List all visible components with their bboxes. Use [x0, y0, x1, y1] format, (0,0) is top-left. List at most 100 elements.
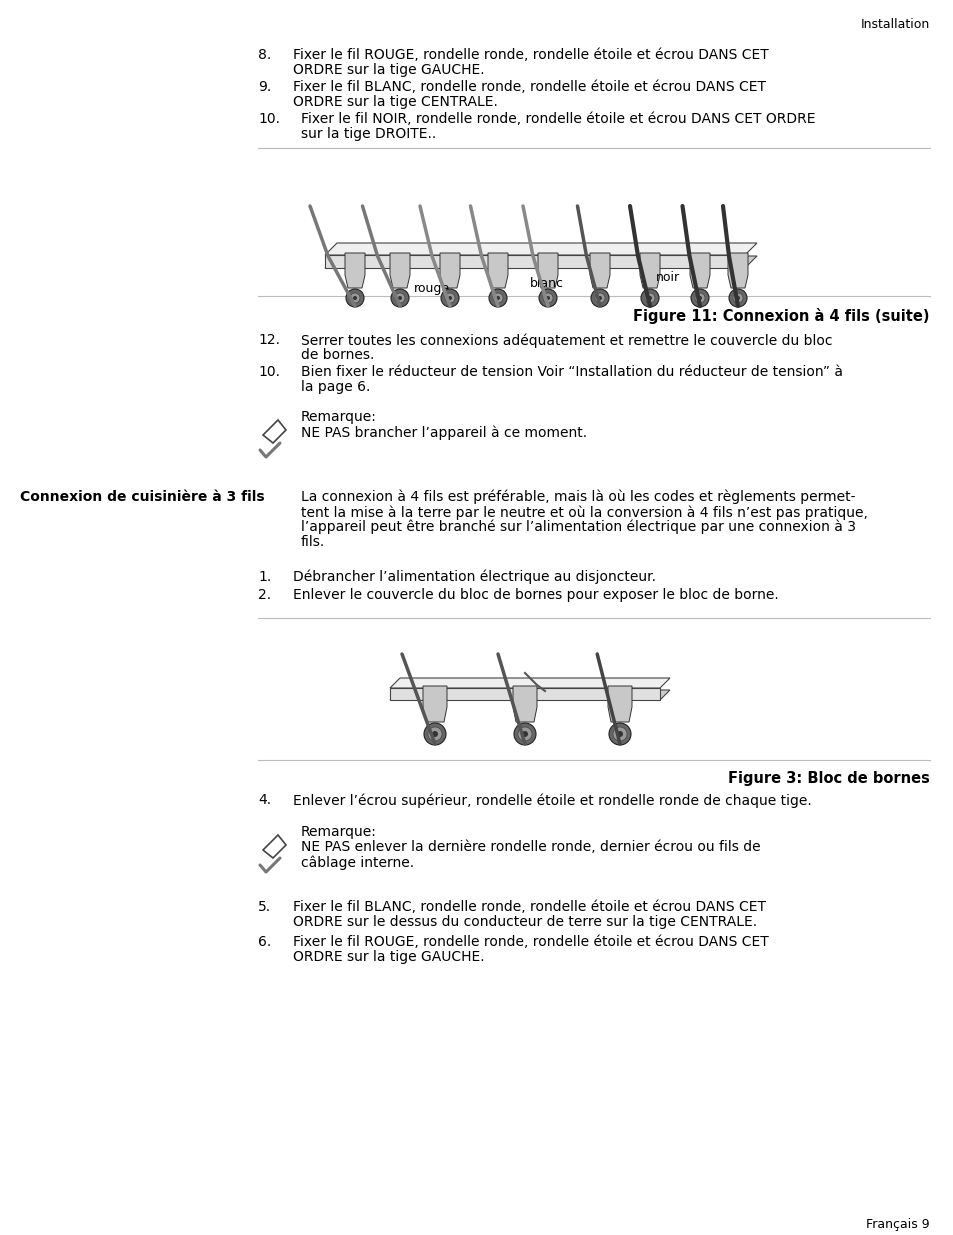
Text: NE PAS brancher l’appareil à ce moment.: NE PAS brancher l’appareil à ce moment. — [301, 425, 586, 440]
Circle shape — [397, 296, 401, 300]
Polygon shape — [422, 685, 447, 722]
Text: Fixer le fil BLANC, rondelle ronde, rondelle étoile et écrou DANS CET: Fixer le fil BLANC, rondelle ronde, rond… — [293, 80, 765, 94]
Circle shape — [613, 727, 626, 741]
Polygon shape — [727, 253, 747, 288]
Text: tent la mise à la terre par le neutre et où la conversion à 4 fils n’est pas pra: tent la mise à la terre par le neutre et… — [301, 505, 867, 520]
Circle shape — [391, 289, 409, 308]
Circle shape — [647, 296, 651, 300]
Text: noir: noir — [656, 270, 679, 284]
Circle shape — [353, 296, 356, 300]
Text: 8.: 8. — [257, 48, 271, 62]
Circle shape — [489, 289, 506, 308]
Text: Connexion de cuisinière à 3 fils: Connexion de cuisinière à 3 fils — [20, 490, 264, 504]
Circle shape — [448, 296, 452, 300]
Text: ORDRE sur la tige GAUCHE.: ORDRE sur la tige GAUCHE. — [293, 63, 484, 77]
Circle shape — [598, 296, 601, 300]
Text: Fixer le fil NOIR, rondelle ronde, rondelle étoile et écrou DANS CET ORDRE: Fixer le fil NOIR, rondelle ronde, ronde… — [301, 112, 815, 126]
Text: Bien fixer le réducteur de tension Voir “Installation du réducteur de tension” à: Bien fixer le réducteur de tension Voir … — [301, 366, 842, 379]
Text: Enlever l’écrou supérieur, rondelle étoile et rondelle ronde de chaque tige.: Enlever l’écrou supérieur, rondelle étoi… — [293, 793, 811, 808]
Circle shape — [644, 293, 655, 303]
Circle shape — [617, 731, 622, 737]
Polygon shape — [325, 256, 757, 268]
Text: Français 9: Français 9 — [865, 1218, 929, 1231]
Polygon shape — [390, 690, 669, 700]
Text: sur la tige DROITE..: sur la tige DROITE.. — [301, 127, 436, 141]
Text: blanc: blanc — [530, 277, 563, 290]
Circle shape — [732, 293, 742, 303]
Text: l’appareil peut être branché sur l’alimentation électrique par une connexion à 3: l’appareil peut être branché sur l’alime… — [301, 520, 855, 535]
Text: 1.: 1. — [257, 571, 271, 584]
Text: ORDRE sur le dessus du conducteur de terre sur la tige CENTRALE.: ORDRE sur le dessus du conducteur de ter… — [293, 915, 757, 929]
Text: câblage interne.: câblage interne. — [301, 855, 414, 869]
Text: La connexion à 4 fils est préférable, mais là où les codes et règlements permet-: La connexion à 4 fils est préférable, ma… — [301, 490, 855, 505]
Text: 9.: 9. — [257, 80, 271, 94]
Circle shape — [538, 289, 557, 308]
Circle shape — [735, 296, 740, 300]
Circle shape — [690, 289, 708, 308]
Circle shape — [695, 293, 704, 303]
Polygon shape — [390, 688, 659, 700]
Circle shape — [640, 289, 659, 308]
Text: NE PAS enlever la dernière rondelle ronde, dernier écrou ou fils de: NE PAS enlever la dernière rondelle rond… — [301, 840, 760, 853]
Circle shape — [595, 293, 604, 303]
Polygon shape — [607, 685, 631, 722]
Circle shape — [423, 722, 446, 745]
Text: ORDRE sur la tige CENTRALE.: ORDRE sur la tige CENTRALE. — [293, 95, 497, 109]
Text: 2.: 2. — [257, 588, 271, 601]
Text: ORDRE sur la tige GAUCHE.: ORDRE sur la tige GAUCHE. — [293, 950, 484, 965]
Text: la page 6.: la page 6. — [301, 380, 370, 394]
Circle shape — [514, 722, 536, 745]
Text: 10.: 10. — [257, 112, 280, 126]
Text: Enlever le couvercle du bloc de bornes pour exposer le bloc de borne.: Enlever le couvercle du bloc de bornes p… — [293, 588, 778, 601]
Text: 5.: 5. — [257, 900, 271, 914]
Polygon shape — [263, 835, 286, 858]
Polygon shape — [513, 685, 537, 722]
Circle shape — [517, 727, 532, 741]
Circle shape — [493, 293, 502, 303]
Text: rouge: rouge — [414, 282, 450, 295]
Text: Fixer le fil BLANC, rondelle ronde, rondelle étoile et écrou DANS CET: Fixer le fil BLANC, rondelle ronde, rond… — [293, 900, 765, 914]
Circle shape — [440, 289, 458, 308]
Circle shape — [590, 289, 608, 308]
Circle shape — [545, 296, 550, 300]
Text: Fixer le fil ROUGE, rondelle ronde, rondelle étoile et écrou DANS CET: Fixer le fil ROUGE, rondelle ronde, rond… — [293, 48, 768, 62]
Circle shape — [350, 293, 359, 303]
Circle shape — [728, 289, 746, 308]
Text: Installation: Installation — [860, 19, 929, 31]
Polygon shape — [325, 254, 744, 268]
Text: 12.: 12. — [257, 333, 280, 347]
Circle shape — [432, 731, 437, 737]
Text: 10.: 10. — [257, 366, 280, 379]
Polygon shape — [390, 678, 669, 688]
Text: Débrancher l’alimentation électrique au disjoncteur.: Débrancher l’alimentation électrique au … — [293, 571, 656, 584]
Text: Remarque:: Remarque: — [301, 825, 376, 839]
Text: 6.: 6. — [257, 935, 271, 948]
Polygon shape — [325, 243, 757, 254]
Polygon shape — [589, 253, 609, 288]
Polygon shape — [689, 253, 709, 288]
Text: Remarque:: Remarque: — [301, 410, 376, 424]
Text: fils.: fils. — [301, 535, 325, 550]
Polygon shape — [639, 253, 659, 288]
Circle shape — [395, 293, 405, 303]
Polygon shape — [439, 253, 459, 288]
Polygon shape — [345, 253, 365, 288]
Circle shape — [428, 727, 441, 741]
Circle shape — [346, 289, 364, 308]
Circle shape — [496, 296, 499, 300]
Text: Serrer toutes les connexions adéquatement et remettre le couvercle du bloc: Serrer toutes les connexions adéquatemen… — [301, 333, 832, 347]
Text: Figure 11: Connexion à 4 fils (suite): Figure 11: Connexion à 4 fils (suite) — [633, 308, 929, 324]
Polygon shape — [263, 420, 286, 443]
Text: de bornes.: de bornes. — [301, 348, 374, 362]
Circle shape — [444, 293, 455, 303]
Circle shape — [698, 296, 701, 300]
Circle shape — [608, 722, 630, 745]
Circle shape — [521, 731, 527, 737]
Polygon shape — [390, 253, 410, 288]
Text: Figure 3: Bloc de bornes: Figure 3: Bloc de bornes — [727, 771, 929, 785]
Polygon shape — [488, 253, 507, 288]
Text: Fixer le fil ROUGE, rondelle ronde, rondelle étoile et écrou DANS CET: Fixer le fil ROUGE, rondelle ronde, rond… — [293, 935, 768, 948]
Text: 4.: 4. — [257, 793, 271, 806]
Circle shape — [542, 293, 553, 303]
Polygon shape — [537, 253, 558, 288]
